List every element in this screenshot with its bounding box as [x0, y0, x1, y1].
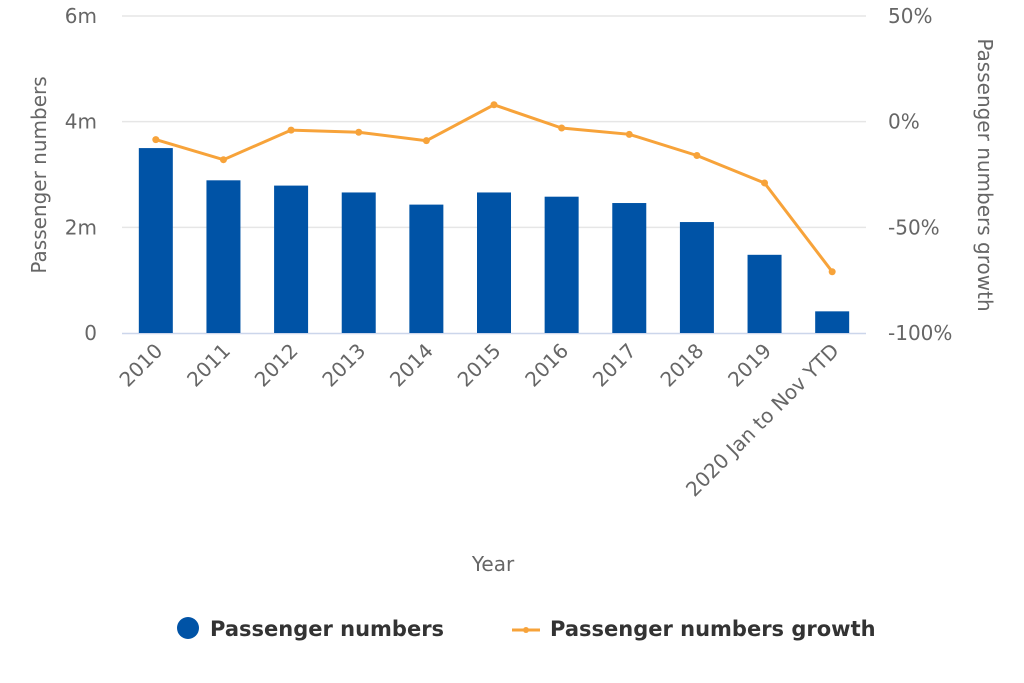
bar[interactable]: [274, 185, 309, 333]
bar[interactable]: [477, 192, 511, 333]
x-axis-ticks: 2010 2011 2012 2013 2014 2015 2016 2017 2018 2019…: [114, 339, 843, 502]
line-point[interactable]: [490, 101, 498, 109]
x-tick-label: 2015: [453, 339, 506, 392]
legend-label-passenger-numbers: Passenger numbers: [210, 617, 444, 641]
bar[interactable]: [747, 254, 782, 333]
y-right-tick-label: 0%: [888, 110, 920, 134]
y-left-tick-label: 0: [84, 321, 97, 345]
y-left-tick-label: 4m: [65, 110, 97, 134]
line-point[interactable]: [761, 179, 769, 187]
x-tick-label: 2010: [114, 339, 167, 392]
line-point[interactable]: [287, 126, 295, 134]
y-right-tick-label: -100%: [888, 321, 952, 345]
x-tick-label: 2019: [723, 339, 776, 392]
y-axis-right-ticks: -100% -50% 0% 50%: [888, 4, 952, 345]
bar[interactable]: [138, 148, 173, 333]
bar[interactable]: [206, 180, 241, 333]
bar[interactable]: [544, 196, 579, 333]
legend-label-passenger-numbers-growth: Passenger numbers growth: [550, 617, 876, 641]
legend-item-passenger-numbers-growth[interactable]: Passenger numbers growth: [512, 617, 876, 641]
line-point[interactable]: [152, 136, 160, 144]
legend-item-passenger-numbers[interactable]: Passenger numbers: [177, 617, 444, 641]
legend-swatch-passenger-numbers: [177, 617, 199, 639]
x-tick-label: 2013: [317, 339, 370, 392]
bar[interactable]: [815, 311, 850, 333]
y-left-tick-label: 2m: [65, 215, 97, 239]
legend-swatch-dot-growth: [523, 627, 529, 633]
x-axis-title: Year: [471, 552, 515, 576]
x-tick-label: 2018: [655, 339, 708, 392]
line-point[interactable]: [693, 151, 701, 159]
y-axis-left-ticks: 0 2m 4m 6m: [65, 4, 97, 345]
line-point[interactable]: [625, 130, 633, 138]
growth-points: [152, 101, 836, 276]
bar[interactable]: [679, 222, 714, 333]
bar[interactable]: [612, 203, 647, 333]
y-right-tick-label: 50%: [888, 4, 932, 28]
x-tick-label: 2017: [588, 339, 641, 392]
y-axis-right-title: Passenger numbers growth: [973, 38, 997, 311]
x-tick-label: 2016: [520, 339, 573, 392]
bar[interactable]: [409, 204, 444, 333]
x-tick-label: 2012: [250, 339, 303, 392]
x-tick-label: 2014: [385, 339, 438, 392]
y-right-tick-label: -50%: [888, 215, 940, 239]
bar[interactable]: [341, 192, 376, 333]
y-axis-left-title: Passenger numbers: [27, 76, 51, 273]
line-point[interactable]: [558, 124, 566, 132]
line-point[interactable]: [828, 268, 836, 276]
line-point[interactable]: [355, 128, 363, 136]
legend: Passenger numbers Passenger numbers grow…: [177, 617, 876, 641]
bar-series: [138, 148, 850, 333]
x-tick-label: 2011: [182, 339, 235, 392]
y-left-tick-label: 6m: [65, 4, 97, 28]
line-point[interactable]: [422, 137, 430, 145]
line-point[interactable]: [219, 156, 227, 164]
